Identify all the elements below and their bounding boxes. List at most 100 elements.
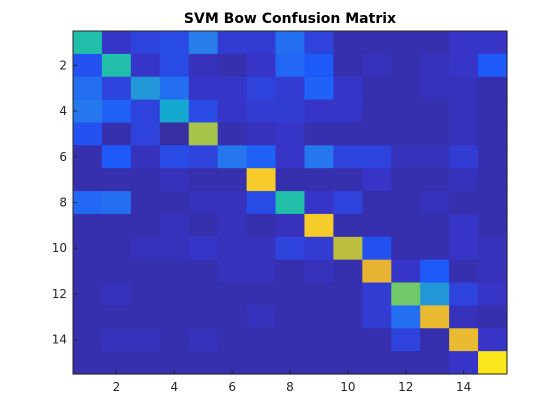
- heatmap-cell-r7-c14: [449, 168, 479, 192]
- heatmap-cell-r8-c1: [73, 191, 103, 215]
- heatmap-cell-r11-c13: [420, 259, 450, 284]
- heatmap-cell-r7-c8: [275, 168, 306, 192]
- heatmap-cell-r7-c1: [73, 168, 103, 192]
- heatmap-cell-r14-c10: [333, 328, 363, 352]
- heatmap-cell-r1-c13: [420, 31, 450, 55]
- heatmap-cell-r13-c3: [130, 305, 161, 329]
- heatmap-cell-r9-c1: [73, 213, 103, 238]
- heatmap-cell-r6-c3: [130, 145, 161, 169]
- heatmap-cell-r13-c7: [246, 305, 277, 329]
- heatmap-cell-r1-c12: [391, 31, 421, 55]
- heatmap-cell-r5-c8: [275, 122, 306, 146]
- axis-ticks: 2 4 6 8 10 12 14 2 4 6 8 10 12 14: [52, 58, 472, 394]
- heatmap-cell-r6-c13: [420, 145, 450, 169]
- heatmap-cell-r14-c1: [73, 328, 103, 352]
- heatmap-cell-r3-c14: [449, 76, 479, 101]
- heatmap-cell-r9-c11: [362, 213, 392, 238]
- heatmap-cell-r7-c12: [391, 168, 421, 192]
- heatmap-cell-r13-c15: [478, 305, 508, 329]
- heatmap-cell-r5-c7: [246, 122, 277, 146]
- heatmap-cell-r9-c12: [391, 213, 421, 238]
- heatmap-cell-r4-c15: [478, 99, 508, 124]
- heatmap-cell-r13-c12: [391, 305, 421, 329]
- heatmap-cell-r6-c2: [101, 145, 132, 169]
- heatmap-cell-r15-c5: [188, 351, 219, 375]
- heatmap-cell-r3-c11: [362, 76, 392, 101]
- heatmap-cell-r12-c2: [101, 282, 132, 306]
- heatmap-cell-r12-c3: [130, 282, 161, 306]
- heatmap-cell-r12-c11: [362, 282, 392, 306]
- heatmap-cell-r13-c6: [217, 305, 248, 329]
- heatmap-cell-r7-c7: [246, 168, 277, 192]
- heatmap-cell-r7-c3: [130, 168, 161, 192]
- heatmap-cell-r10-c15: [478, 236, 508, 261]
- y-tick-label: 6: [59, 150, 67, 164]
- heatmap-cell-r2-c10: [333, 53, 363, 78]
- heatmap-cell-r8-c13: [420, 191, 450, 215]
- y-tick-label: 8: [59, 196, 67, 210]
- heatmap-cell-r5-c1: [73, 122, 103, 146]
- heatmap-cell-r7-c11: [362, 168, 392, 192]
- heatmap-cell-r2-c9: [304, 53, 334, 78]
- x-tick-label: 6: [228, 380, 236, 394]
- heatmap-cell-r11-c4: [159, 259, 190, 284]
- heatmap-cell-r5-c15: [478, 122, 508, 146]
- heatmap-cell-r2-c7: [246, 53, 277, 78]
- heatmap-cell-r7-c15: [478, 168, 508, 192]
- heatmap-cell-r9-c8: [275, 213, 306, 238]
- heatmap-cell-r1-c11: [362, 31, 392, 55]
- heatmap-cell-r10-c6: [217, 236, 248, 261]
- heatmap-cell-r11-c6: [217, 259, 248, 284]
- heatmap-cell-r9-c4: [159, 213, 190, 238]
- heatmap-cell-r5-c10: [333, 122, 363, 146]
- heatmap-cell-r12-c1: [73, 282, 103, 306]
- heatmap-cell-r3-c8: [275, 76, 306, 101]
- heatmap-cell-r5-c12: [391, 122, 421, 146]
- heatmap-cell-r8-c10: [333, 191, 363, 215]
- heatmap-cell-r3-c6: [217, 76, 248, 101]
- heatmap-cell-r5-c4: [159, 122, 190, 146]
- x-tick-label: 2: [113, 380, 121, 394]
- x-tick-label: 10: [340, 380, 355, 394]
- heatmap-cell-r2-c5: [188, 53, 219, 78]
- heatmap-cell-r8-c7: [246, 191, 277, 215]
- heatmap-cell-r3-c2: [101, 76, 132, 101]
- heatmap-cell-r2-c13: [420, 53, 450, 78]
- heatmap-cell-r1-c6: [217, 31, 248, 55]
- heatmap-cell-r11-c12: [391, 259, 421, 284]
- heatmap-cell-r8-c4: [159, 191, 190, 215]
- heatmap-cell-r10-c8: [275, 236, 306, 261]
- y-tick-label: 4: [59, 104, 67, 118]
- heatmap-cell-r9-c7: [246, 213, 277, 238]
- heatmap-cell-r9-c3: [130, 213, 161, 238]
- heatmap-cell-r11-c8: [275, 259, 306, 284]
- heatmap-cell-r15-c15: [478, 351, 508, 375]
- heatmap-cell-r8-c5: [188, 191, 219, 215]
- heatmap-cell-r12-c14: [449, 282, 479, 306]
- heatmap-cell-r14-c6: [217, 328, 248, 352]
- heatmap-cell-r7-c4: [159, 168, 190, 192]
- heatmap-cell-r1-c4: [159, 31, 190, 55]
- heatmap-cell-r15-c9: [304, 351, 334, 375]
- heatmap-cell-r9-c5: [188, 213, 219, 238]
- heatmap-cell-r10-c12: [391, 236, 421, 261]
- heatmap-cell-r3-c1: [73, 76, 103, 101]
- heatmap-cell-r11-c9: [304, 259, 334, 284]
- heatmap-cell-r12-c5: [188, 282, 219, 306]
- heatmap-cell-r7-c6: [217, 168, 248, 192]
- heatmap-cell-r13-c2: [101, 305, 132, 329]
- heatmap-cell-r14-c14: [449, 328, 479, 352]
- heatmap-cell-r13-c5: [188, 305, 219, 329]
- heatmap-cell-r6-c9: [304, 145, 334, 169]
- heatmap-cell-r10-c13: [420, 236, 450, 261]
- heatmap-cell-r6-c1: [73, 145, 103, 169]
- heatmap-cell-r11-c7: [246, 259, 277, 284]
- heatmap-cell-r15-c13: [420, 351, 450, 375]
- heatmap-cell-r4-c9: [304, 99, 334, 124]
- heatmap-cell-r9-c2: [101, 213, 132, 238]
- heatmap-cell-r12-c13: [420, 282, 450, 306]
- heatmap-cell-r15-c4: [159, 351, 190, 375]
- x-tick-label: 12: [398, 380, 413, 394]
- heatmap-cell-r13-c10: [333, 305, 363, 329]
